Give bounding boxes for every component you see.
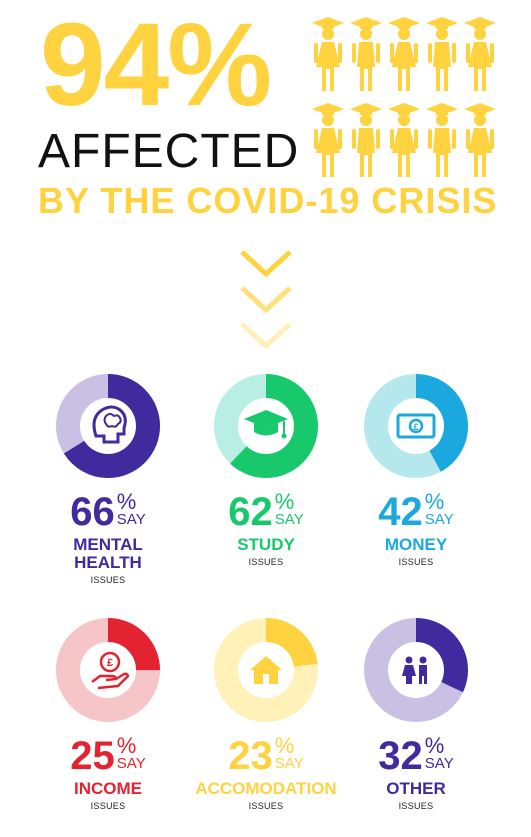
- donut-segment: [56, 374, 160, 478]
- graduate-icon: [348, 15, 384, 93]
- issues-label: ISSUES: [90, 800, 126, 811]
- graduate-icon: [386, 101, 422, 179]
- percent-sign: %: [424, 733, 445, 758]
- donut-segment: [364, 374, 468, 478]
- coin-hand-icon: £: [91, 651, 130, 690]
- house-icon: [250, 656, 282, 684]
- say-label: SAY: [424, 754, 454, 772]
- stat-accomodation: 23 % SAY ACCOMODATION ISSUES: [186, 616, 346, 811]
- say-label: SAY: [116, 754, 146, 772]
- graduate-icon: [310, 101, 346, 179]
- category-label: ACCOMODATION: [195, 779, 337, 798]
- say-label: SAY: [116, 510, 146, 528]
- category-label: STUDY: [237, 535, 295, 554]
- stat-study: 62 % SAY STUDY ISSUES: [186, 372, 346, 567]
- donut-chart: [214, 374, 318, 478]
- donut-segment: [364, 618, 468, 722]
- chevron-down-icon: [240, 250, 292, 350]
- graduate-icon: [424, 101, 460, 179]
- issues-label: ISSUES: [90, 574, 126, 585]
- category-label-line1: MENTAL: [73, 535, 143, 554]
- graduate-icon: [310, 15, 346, 93]
- svg-text:£: £: [107, 657, 113, 669]
- say-label: SAY: [274, 754, 304, 772]
- say-label: SAY: [424, 510, 454, 528]
- graduate-icon: [386, 15, 422, 93]
- donut-chart: £: [56, 618, 160, 722]
- stat-value: 23: [228, 734, 273, 778]
- graduate-icon: [462, 15, 498, 93]
- stat-value: 32: [378, 734, 423, 778]
- stat-mental-health: 66 % SAY MENTAL HEALTH ISSUES: [28, 372, 188, 585]
- stat-income: £ 25 % SAY INCOME ISSUES: [28, 616, 188, 811]
- stat-value: 62: [228, 490, 273, 534]
- category-label-line2: HEALTH: [74, 552, 142, 572]
- graduation-cap-icon: [244, 410, 288, 439]
- donut-segment: [56, 618, 160, 722]
- percent-sign: %: [274, 733, 295, 758]
- donut-chart: [214, 618, 318, 722]
- category-label: MONEY: [384, 535, 448, 554]
- stat-value: 66: [70, 490, 115, 534]
- issues-label: ISSUES: [248, 556, 284, 567]
- donut-segment: [214, 374, 318, 478]
- headline-percent: 94%: [40, 0, 272, 131]
- graduate-icon: [462, 101, 498, 179]
- say-label: SAY: [274, 510, 304, 528]
- stat-other: 32 % SAY OTHER ISSUES: [336, 616, 496, 811]
- donut-chart: £: [364, 374, 468, 478]
- issues-label: ISSUES: [398, 800, 434, 811]
- category-label: INCOME: [74, 779, 142, 798]
- stat-value: 25: [70, 734, 115, 778]
- percent-sign: %: [424, 489, 445, 514]
- percent-sign: %: [116, 489, 137, 514]
- stat-value: 42: [378, 490, 423, 534]
- people-icon: [402, 656, 427, 684]
- percent-sign: %: [274, 489, 295, 514]
- category-label: OTHER: [386, 779, 446, 798]
- headline-subtitle: BY THE COVID-19 CRISIS: [38, 180, 498, 221]
- percent-sign: %: [116, 733, 137, 758]
- banknote-icon: £: [396, 413, 436, 439]
- svg-text:£: £: [413, 422, 418, 432]
- issues-label: ISSUES: [398, 556, 434, 567]
- graduate-icon: [348, 101, 384, 179]
- issues-label: ISSUES: [248, 800, 284, 811]
- stat-money: £ 42 % SAY MONEY ISSUES: [336, 372, 496, 567]
- headline-affected: AFFECTED: [38, 125, 300, 178]
- donut-chart: [364, 618, 468, 722]
- graduates-pictogram: [310, 15, 500, 180]
- brain-head-icon: [92, 405, 127, 444]
- graduate-icon: [424, 15, 460, 93]
- donut-chart: [56, 374, 160, 478]
- donut-segment: [214, 618, 318, 722]
